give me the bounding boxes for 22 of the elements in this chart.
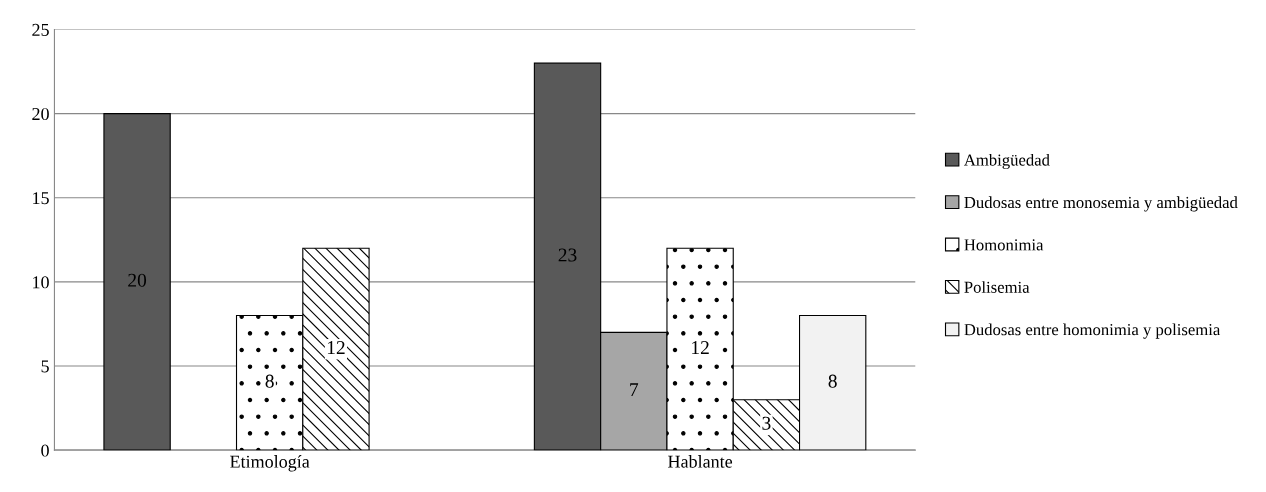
y-tick-label: 15 (33, 192, 49, 205)
legend-label: Dudosas entre monosemia y ambigüedad (964, 196, 1238, 212)
bar (103, 113, 171, 451)
x-tick-label: Hablante (668, 455, 733, 468)
y-tick-label: 5 (41, 360, 49, 373)
data-label: 7 (630, 383, 639, 396)
data-label: 3 (762, 416, 771, 430)
y-tick-label: 0 (41, 444, 49, 457)
data-label: 12 (692, 341, 709, 354)
data-label: 8 (828, 374, 837, 388)
y-tick-label: 20 (32, 107, 49, 121)
data-label: 23 (558, 248, 577, 262)
data-label: 12 (327, 341, 345, 354)
data-label: 8 (265, 374, 274, 388)
data-label: 20 (128, 273, 147, 287)
x-tick-label: Etimología (230, 455, 310, 472)
legend-label: Homonimia (964, 239, 1044, 251)
y-tick-label: 25 (32, 23, 49, 36)
legend-label: Dudosas entre homonimia y polisemia (964, 323, 1221, 339)
legend-label: Ambigüedad (964, 153, 1050, 170)
legend-label: Polisemia (964, 281, 1030, 293)
y-tick-label: 10 (33, 276, 49, 289)
